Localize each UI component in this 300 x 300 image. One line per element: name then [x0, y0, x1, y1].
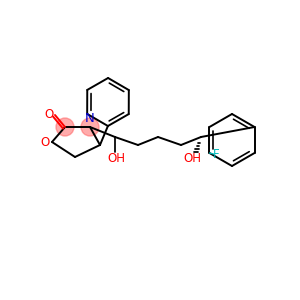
- Text: O: O: [44, 107, 54, 121]
- Circle shape: [81, 118, 99, 136]
- Text: OH: OH: [183, 152, 201, 166]
- Text: N: N: [85, 112, 95, 125]
- Circle shape: [56, 118, 74, 136]
- Text: F: F: [213, 148, 220, 161]
- Text: O: O: [40, 136, 50, 148]
- Text: OH: OH: [107, 152, 125, 164]
